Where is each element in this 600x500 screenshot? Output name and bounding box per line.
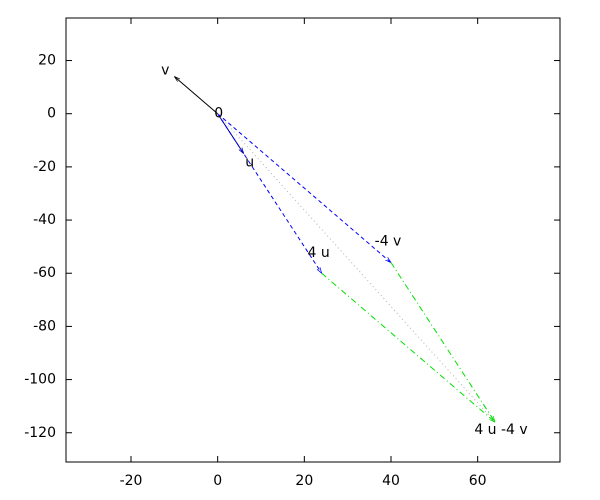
y-tick-label: -120 bbox=[24, 425, 56, 441]
point-label: 4 u -4 v bbox=[474, 422, 527, 438]
y-tick-label: -80 bbox=[33, 318, 56, 334]
x-tick-label: 0 bbox=[213, 473, 222, 489]
vector-segment bbox=[217, 113, 391, 263]
point-label: u bbox=[245, 155, 254, 171]
point-label: 4 u bbox=[308, 245, 330, 261]
y-tick-label: 20 bbox=[38, 53, 56, 69]
point-label: 0 bbox=[214, 106, 223, 122]
y-tick-label: -40 bbox=[33, 212, 56, 228]
vector-segment bbox=[174, 76, 218, 115]
y-tick-label: -60 bbox=[33, 265, 56, 281]
x-tick-label: 40 bbox=[382, 473, 400, 489]
x-tick-label: -20 bbox=[120, 473, 143, 489]
y-tick-label: -20 bbox=[33, 159, 56, 175]
plot-frame bbox=[65, 17, 561, 463]
vector-segment bbox=[321, 272, 495, 422]
point-label: -4 v bbox=[375, 234, 402, 250]
vector-segment bbox=[217, 113, 496, 423]
x-tick-label: 60 bbox=[469, 473, 487, 489]
vector-segment bbox=[217, 113, 322, 274]
point-label: v bbox=[161, 62, 169, 78]
vector-segment bbox=[390, 262, 495, 423]
x-tick-label: 20 bbox=[295, 473, 313, 489]
y-tick-label: -100 bbox=[24, 372, 56, 388]
y-tick-label: 0 bbox=[47, 106, 56, 122]
